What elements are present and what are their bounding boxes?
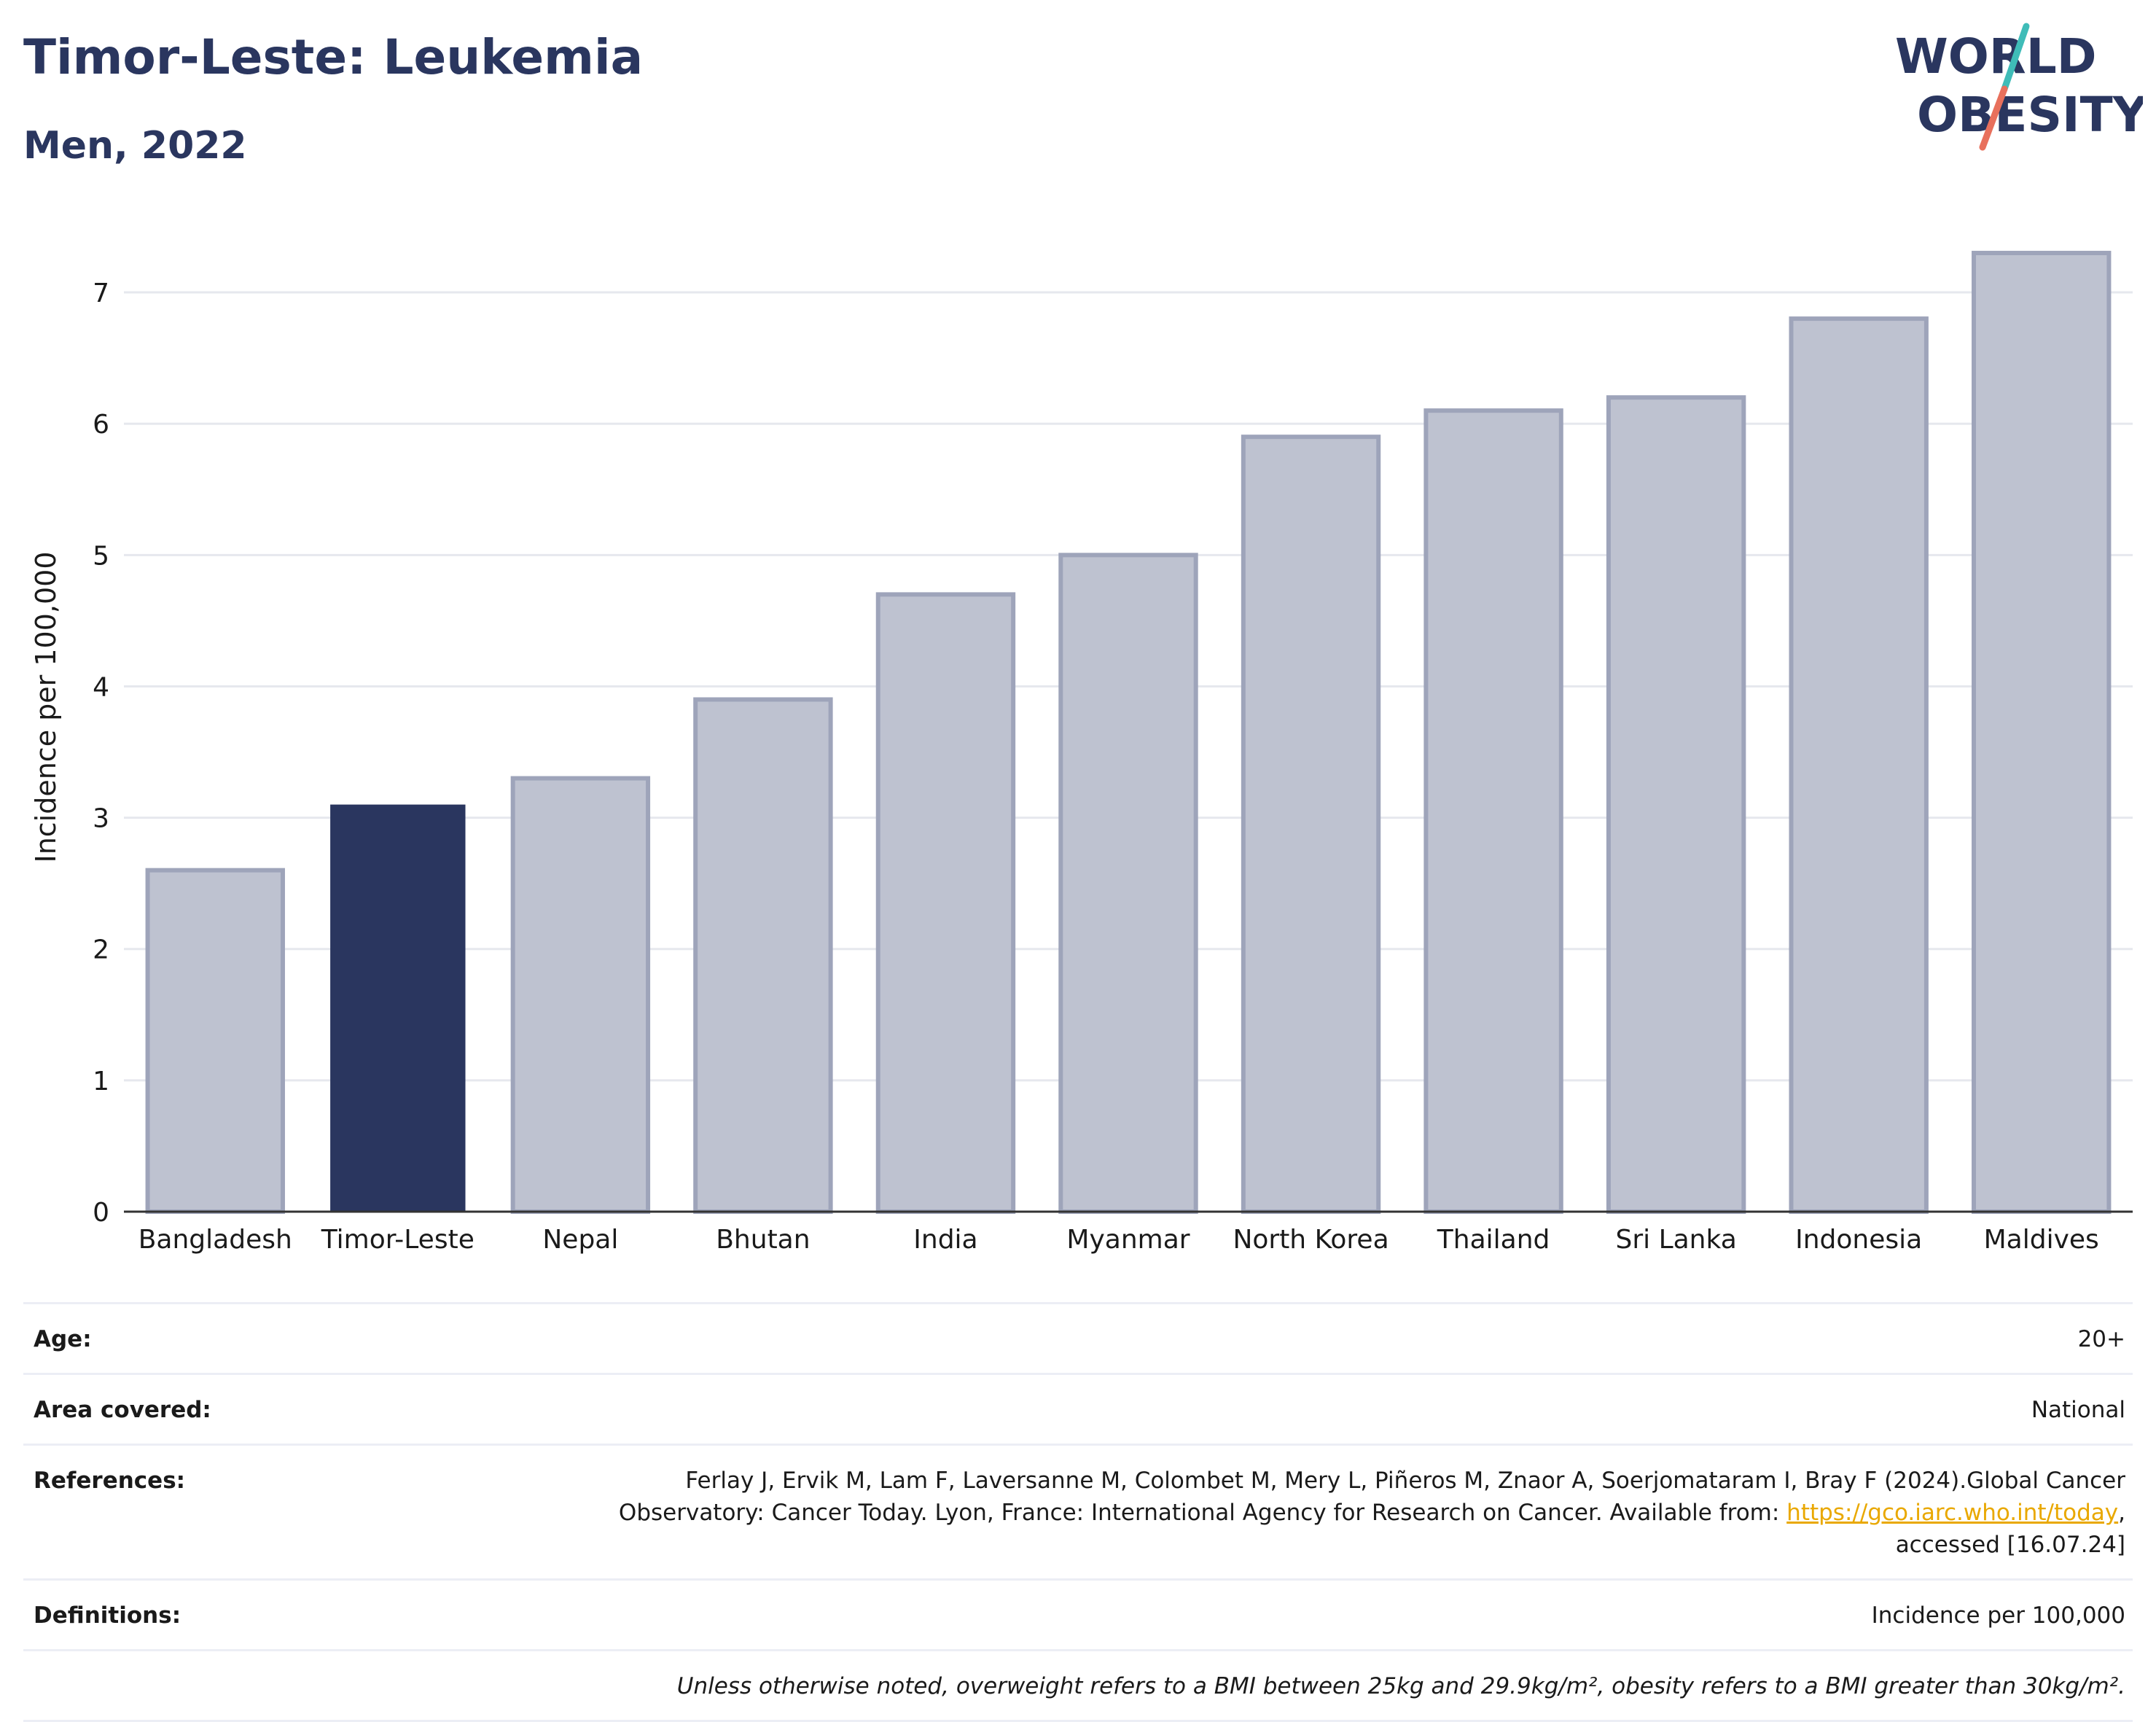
logo-slash-bottom <box>1979 85 2008 151</box>
x-tick-label: Timor-Leste <box>321 1225 474 1254</box>
y-axis-label: Incidence per 100,000 <box>30 551 62 862</box>
x-tick-label: Thailand <box>1437 1225 1550 1254</box>
x-tick-label: North Korea <box>1233 1225 1388 1254</box>
info-row-age: Age: 20+ <box>23 1302 2133 1373</box>
references-line-2-comma: , <box>2118 1500 2125 1526</box>
references-line-2-text: Observatory: Cancer Today. Lyon, France:… <box>618 1500 1787 1526</box>
y-tick-label: 0 <box>93 1198 109 1228</box>
y-tick-label: 6 <box>93 410 109 440</box>
chart-subtitle: Men, 2022 <box>23 124 247 168</box>
chart-title: Timor-Leste: Leukemia <box>23 29 644 85</box>
bar-india <box>875 592 1016 1214</box>
x-tick-label: Bangladesh <box>138 1225 292 1254</box>
definitions-value: Incidence per 100,000 <box>1871 1602 2125 1629</box>
logo-word-obesity: OBESITY <box>1917 87 2143 143</box>
references-line-1: Ferlay J, Ervik M, Lam F, Laversanne M, … <box>685 1468 2125 1494</box>
references-label: References: <box>34 1468 186 1494</box>
age-label: Age: <box>34 1326 92 1352</box>
age-value: 20+ <box>2077 1326 2125 1352</box>
info-row-note: Unless otherwise noted, overweight refer… <box>23 1649 2133 1722</box>
world-obesity-logo: WORLD OBESITY <box>1895 23 2143 151</box>
y-tick-label: 3 <box>93 804 109 834</box>
bar-nepal <box>510 776 651 1214</box>
bar-sri-lanka <box>1606 395 1746 1215</box>
bar-chart: Bangladesh Timor-Leste Nepal Bhutan India Mya… <box>30 251 2133 1254</box>
logo-word-world: WORLD <box>1895 28 2097 85</box>
definitions-label: Definitions: <box>34 1602 181 1629</box>
x-tick-label: Myanmar <box>1066 1225 1190 1254</box>
x-axis: Bangladesh Timor-Leste Nepal Bhutan India Mya… <box>124 1210 2133 1254</box>
bar-indonesia <box>1789 316 1929 1214</box>
references-line-2: Observatory: Cancer Today. Lyon, France:… <box>619 1497 2125 1529</box>
bar-bangladesh <box>145 868 285 1214</box>
info-table: Age: 20+ Area covered: National Referenc… <box>23 1302 2133 1722</box>
x-tick-label: Sri Lanka <box>1615 1225 1736 1254</box>
info-row-area: Area covered: National <box>23 1373 2133 1444</box>
bar-thailand <box>1423 408 1563 1215</box>
bar-north-korea <box>1241 435 1381 1215</box>
bmi-note: Unless otherwise noted, overweight refer… <box>676 1673 2125 1699</box>
bar-myanmar <box>1058 553 1198 1214</box>
y-tick-label: 5 <box>93 541 109 571</box>
x-tick-label: Maldives <box>1984 1225 2099 1254</box>
area-value: National <box>2031 1397 2125 1423</box>
y-tick-label: 7 <box>93 278 109 308</box>
info-row-definitions: Definitions: Incidence per 100,000 <box>23 1578 2133 1649</box>
y-axis: 0 1 2 3 4 5 6 7 <box>93 278 109 1228</box>
logo-slash-top <box>2001 23 2030 93</box>
references-line-3: accessed [16.07.24] <box>1895 1532 2125 1558</box>
references-value: Ferlay J, Ervik M, Lam F, Laversanne M, … <box>619 1465 2125 1561</box>
x-tick-label: Nepal <box>542 1225 618 1254</box>
y-tick-label: 2 <box>93 935 109 965</box>
info-row-references: References: Ferlay J, Ervik M, Lam F, La… <box>23 1444 2133 1578</box>
bar-maldives <box>1972 251 2112 1214</box>
x-tick-label: Bhutan <box>716 1225 810 1254</box>
x-tick-label: Indonesia <box>1795 1225 1922 1254</box>
bars <box>145 251 2112 1215</box>
y-tick-label: 1 <box>93 1067 109 1096</box>
bar-bhutan <box>693 697 833 1214</box>
area-label: Area covered: <box>34 1397 211 1423</box>
x-tick-label: India <box>913 1225 977 1254</box>
bar-timor-leste <box>330 804 466 1212</box>
y-tick-label: 4 <box>93 672 109 702</box>
references-link[interactable]: https://gco.iarc.who.int/today <box>1786 1500 2119 1526</box>
